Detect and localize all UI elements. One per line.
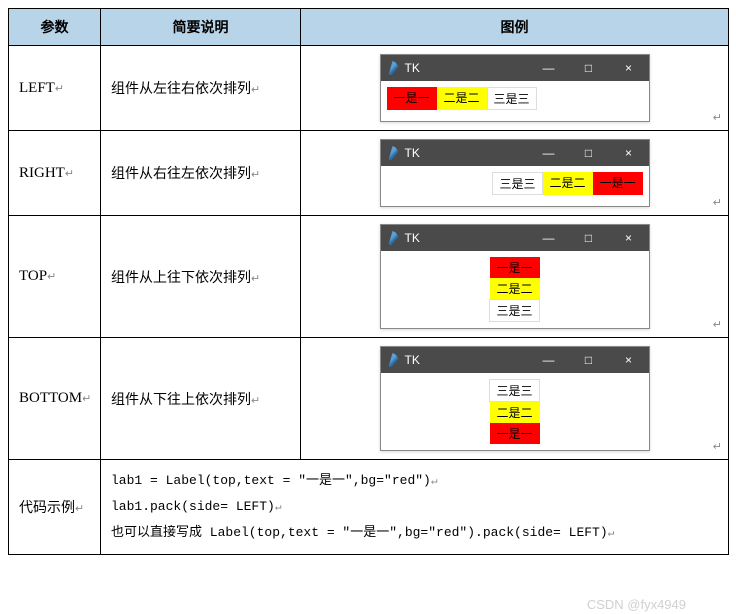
window-title: TK: [405, 61, 420, 75]
row-bottom: BOTTOM↵ 组件从下往上依次排列↵ TK — □ × 三是三 二是二: [9, 338, 729, 460]
close-icon: ×: [609, 225, 649, 251]
row-right: RIGHT↵ 组件从右往左依次排列↵ TK — □ × 三是三 二是二: [9, 131, 729, 216]
minimize-icon: —: [529, 140, 569, 166]
header-param: 参数: [9, 9, 101, 46]
maximize-icon: □: [569, 225, 609, 251]
code-line3: 也可以直接写成 Label(top,text = "一是一",bg="red")…: [111, 525, 608, 540]
label-two: 二是二: [543, 172, 593, 195]
maximize-icon: □: [569, 55, 609, 81]
desc-right: 组件从右往左依次排列: [111, 165, 251, 181]
label-three: 三是三: [489, 379, 539, 402]
param-top: TOP: [19, 268, 47, 284]
label-one: 一是一: [593, 172, 643, 195]
titlebar: TK — □ ×: [381, 225, 649, 251]
titlebar: TK — □ ×: [381, 55, 649, 81]
tk-feather-icon: [389, 353, 399, 367]
tk-window-right: TK — □ × 三是三 二是二 一是一: [380, 139, 650, 207]
desc-left: 组件从左往右依次排列: [111, 80, 251, 96]
row-code: 代码示例↵ lab1 = Label(top,text = "一是一",bg="…: [9, 460, 729, 555]
window-title: TK: [405, 353, 420, 367]
label-three: 三是三: [487, 87, 537, 110]
label-one: 一是一: [387, 87, 437, 110]
desc-top: 组件从上往下依次排列: [111, 269, 251, 285]
tk-feather-icon: [389, 146, 399, 160]
tk-window-left: TK — □ × 一是一 二是二 三是三: [380, 54, 650, 122]
pack-left-row: 一是一 二是二 三是三: [387, 87, 643, 110]
param-right: RIGHT: [19, 165, 65, 181]
minimize-icon: —: [529, 347, 569, 373]
code-cell: lab1 = Label(top,text = "一是一",bg="red")↵…: [101, 460, 729, 555]
minimize-icon: —: [529, 55, 569, 81]
label-two: 二是二: [490, 278, 540, 299]
close-icon: ×: [609, 55, 649, 81]
param-left: LEFT: [19, 80, 55, 96]
header-desc: 简要说明: [101, 9, 301, 46]
window-title: TK: [405, 146, 420, 160]
param-bottom: BOTTOM: [19, 390, 82, 406]
desc-bottom: 组件从下往上依次排列: [111, 391, 251, 407]
close-icon: ×: [609, 347, 649, 373]
pack-bottom-col: 三是三 二是二 一是一: [387, 379, 643, 444]
titlebar: TK — □ ×: [381, 347, 649, 373]
tk-window-bottom: TK — □ × 三是三 二是二 一是一: [380, 346, 650, 451]
label-two: 二是二: [490, 402, 540, 423]
row-top: TOP↵ 组件从上往下依次排列↵ TK — □ × 一是一 二是二: [9, 216, 729, 338]
code-line1: lab1 = Label(top,text = "一是一",bg="red"): [111, 473, 431, 488]
pack-top-col: 一是一 二是二 三是三: [387, 257, 643, 322]
close-icon: ×: [609, 140, 649, 166]
maximize-icon: □: [569, 347, 609, 373]
tk-feather-icon: [389, 231, 399, 245]
row-left: LEFT↵ 组件从左往右依次排列↵ TK — □ × 一是一 二是二: [9, 46, 729, 131]
tk-feather-icon: [389, 61, 399, 75]
watermark: CSDN @fyx4949: [587, 597, 686, 612]
header-figure: 图例: [301, 9, 729, 46]
tk-window-top: TK — □ × 一是一 二是二 三是三: [380, 224, 650, 329]
pack-right-row: 三是三 二是二 一是一: [387, 172, 643, 195]
label-one: 一是一: [490, 423, 540, 444]
label-three: 三是三: [489, 299, 539, 322]
minimize-icon: —: [529, 225, 569, 251]
window-title: TK: [405, 231, 420, 245]
titlebar: TK — □ ×: [381, 140, 649, 166]
label-two: 二是二: [437, 87, 487, 110]
label-one: 一是一: [490, 257, 540, 278]
code-line2: lab1.pack(side= LEFT): [111, 499, 275, 514]
header-row: 参数 简要说明 图例: [9, 9, 729, 46]
layout-table: 参数 简要说明 图例 LEFT↵ 组件从左往右依次排列↵ TK — □ ×: [8, 8, 729, 555]
label-three: 三是三: [492, 172, 542, 195]
maximize-icon: □: [569, 140, 609, 166]
code-label: 代码示例: [19, 499, 75, 515]
